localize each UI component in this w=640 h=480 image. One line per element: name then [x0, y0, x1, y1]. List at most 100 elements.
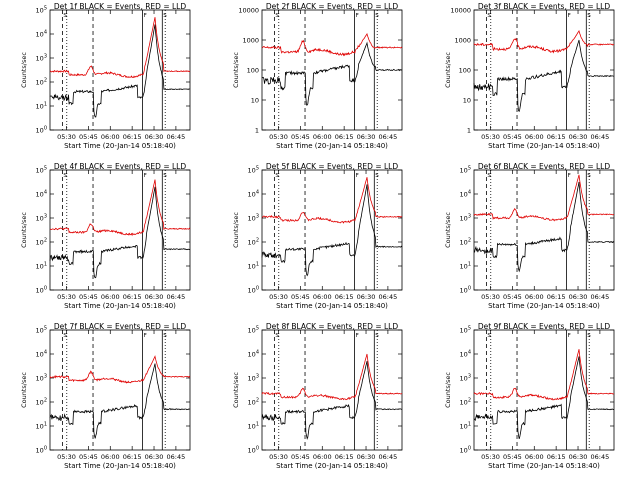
event-marker: F — [568, 13, 571, 19]
x-tick-label: 06:30 — [357, 453, 376, 461]
series-lld — [49, 17, 191, 79]
y-tick-label: 100 — [36, 286, 47, 295]
x-tick-label: 05:30 — [57, 453, 76, 461]
plot-frame — [261, 329, 403, 451]
x-tick-label: 06:45 — [591, 133, 610, 141]
x-tick-label: 05:45 — [291, 133, 310, 141]
panel-title: Det 4f BLACK = Events, RED = LLD — [54, 162, 187, 171]
event-marker: S — [375, 13, 379, 19]
y-axis-label: Counts/sec — [444, 212, 452, 248]
plot-frame — [49, 329, 191, 451]
y-tick-label: 104 — [36, 190, 47, 199]
y-tick-label: 103 — [460, 214, 471, 223]
panel-8: Det 8f BLACK = Events, RED = LLD 100 101 10… — [232, 322, 403, 470]
x-tick-label: 06:30 — [145, 453, 164, 461]
x-tick-label: 06:15 — [335, 133, 354, 141]
y-tick-label: 104 — [248, 350, 259, 359]
x-tick-label: 06:15 — [123, 453, 142, 461]
y-tick-label: 1 — [467, 127, 471, 135]
y-tick-label: 105 — [36, 166, 47, 175]
x-tick-label: 06:00 — [313, 293, 332, 301]
y-tick-label: 10 — [463, 97, 471, 105]
y-tick-label: 103 — [36, 54, 47, 63]
event-marker: S — [163, 13, 167, 19]
x-tick-label: 06:15 — [547, 453, 566, 461]
panel-5: Det 5f BLACK = Events, RED = LLD 100 101 10… — [232, 162, 403, 310]
x-tick-label: 05:30 — [481, 453, 500, 461]
x-tick-label: 06:45 — [379, 453, 398, 461]
y-tick-label: 100 — [248, 286, 259, 295]
x-tick-label: 06:30 — [145, 293, 164, 301]
x-tick-label: 06:30 — [357, 293, 376, 301]
x-tick-label: 06:00 — [313, 453, 332, 461]
event-marker: S — [487, 13, 491, 19]
x-tick-label: 05:45 — [503, 133, 522, 141]
x-tick-label: 06:45 — [379, 133, 398, 141]
y-tick-label: 1000 — [454, 37, 471, 45]
y-tick-label: 101 — [36, 262, 47, 271]
x-tick-label: 06:30 — [569, 293, 588, 301]
panel-title: Det 1f BLACK = Events, RED = LLD — [54, 2, 187, 11]
y-axis-label: Counts/sec — [444, 52, 452, 88]
plot-frame — [473, 169, 615, 291]
series-events — [261, 41, 403, 106]
y-tick-label: 103 — [36, 374, 47, 383]
y-tick-label: 105 — [36, 6, 47, 15]
event-marker: S — [375, 173, 379, 179]
y-tick-label: 104 — [460, 190, 471, 199]
x-axis-label: Start Time (20-Jan-14 05:18:40) — [488, 462, 600, 470]
x-tick-label: 05:30 — [269, 293, 288, 301]
y-tick-label: 101 — [36, 102, 47, 111]
y-tick-label: 101 — [460, 422, 471, 431]
y-axis-label: Counts/sec — [20, 52, 28, 88]
x-tick-label: 05:45 — [291, 453, 310, 461]
x-tick-label: 05:45 — [79, 453, 98, 461]
y-axis-label: Counts/sec — [20, 212, 28, 248]
y-tick-label: 104 — [460, 350, 471, 359]
panel-6: Det 6f BLACK = Events, RED = LLD 100 101 10… — [444, 162, 615, 310]
x-tick-label: 05:45 — [79, 133, 98, 141]
series-events — [473, 181, 615, 273]
y-tick-label: 100 — [460, 286, 471, 295]
x-axis-label: Start Time (20-Jan-14 05:18:40) — [64, 302, 176, 310]
x-tick-label: 06:30 — [569, 453, 588, 461]
event-marker: S — [487, 173, 491, 179]
y-tick-label: 105 — [248, 166, 259, 175]
panel-3: Det 3f BLACK = Events, RED = LLD 1 10 100 10… — [444, 2, 615, 150]
event-marker: F — [356, 173, 359, 179]
y-tick-label: 1000 — [242, 37, 259, 45]
event-marker: S — [587, 13, 591, 19]
event-marker: F — [144, 173, 147, 179]
x-tick-label: 06:45 — [167, 453, 186, 461]
event-marker: F — [356, 13, 359, 19]
x-tick-label: 06:30 — [569, 133, 588, 141]
y-tick-label: 105 — [248, 326, 259, 335]
series-events — [261, 184, 403, 277]
panel-1: Det 1f BLACK = Events, RED = LLD 100 101 10… — [20, 2, 191, 150]
x-tick-label: 06:45 — [167, 133, 186, 141]
y-tick-label: 105 — [460, 166, 471, 175]
y-axis-label: Counts/sec — [232, 52, 240, 88]
x-tick-label: 06:45 — [591, 293, 610, 301]
panel-7: Det 7f BLACK = Events, RED = LLD 100 101 10… — [20, 322, 191, 470]
x-tick-label: 06:45 — [379, 293, 398, 301]
y-tick-label: 10000 — [238, 7, 259, 15]
x-tick-label: 05:30 — [57, 293, 76, 301]
event-marker: S — [275, 13, 279, 19]
event-marker: S — [163, 333, 167, 339]
y-tick-label: 101 — [248, 422, 259, 431]
x-tick-label: 05:45 — [503, 453, 522, 461]
event-marker: S — [587, 173, 591, 179]
series-lld — [49, 179, 191, 237]
series-lld — [473, 349, 615, 401]
y-tick-label: 104 — [36, 30, 47, 39]
event-marker: F — [144, 13, 147, 19]
x-tick-label: 05:45 — [291, 293, 310, 301]
x-tick-label: 05:30 — [57, 133, 76, 141]
event-marker: F — [568, 173, 571, 179]
y-tick-label: 102 — [248, 238, 259, 247]
x-tick-label: 06:00 — [101, 453, 120, 461]
x-tick-label: 06:00 — [101, 293, 120, 301]
event-marker: S — [163, 173, 167, 179]
y-tick-label: 100 — [36, 126, 47, 135]
